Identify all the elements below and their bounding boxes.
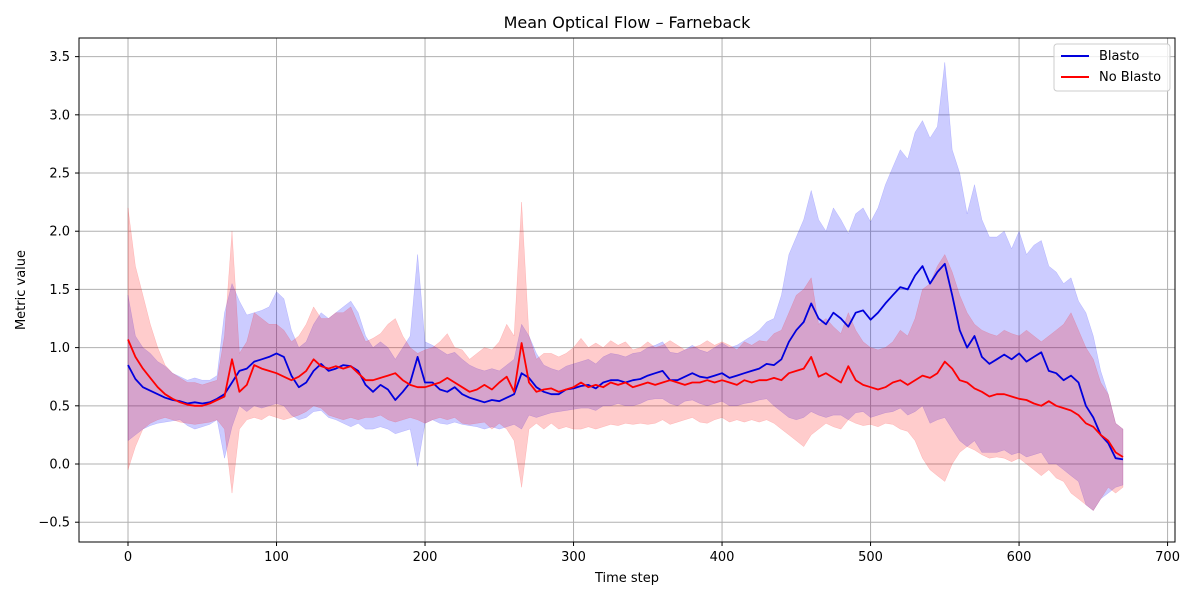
y-tick-label: 0.5 bbox=[49, 399, 70, 414]
x-axis-label: Time step bbox=[594, 571, 659, 586]
y-tick-label: 3.5 bbox=[49, 50, 70, 65]
y-axis-label: Metric value bbox=[14, 250, 29, 330]
x-tick-label: 700 bbox=[1155, 550, 1180, 565]
y-tick-label: −0.5 bbox=[38, 516, 70, 531]
legend-label-blasto: Blasto bbox=[1099, 49, 1139, 64]
x-tick-label: 300 bbox=[561, 550, 586, 565]
x-tick-label: 500 bbox=[858, 550, 883, 565]
grid-lines bbox=[79, 38, 1175, 542]
y-tick-label: 1.0 bbox=[49, 341, 70, 356]
series-lines bbox=[127, 262, 1124, 461]
legend: Blasto No Blasto bbox=[1053, 43, 1171, 92]
y-tick-label: 3.0 bbox=[49, 108, 70, 123]
line-no-blasto bbox=[127, 339, 1124, 458]
y-tick-label: 2.5 bbox=[49, 167, 70, 182]
chart-title: Mean Optical Flow – Farneback bbox=[504, 13, 752, 32]
axis-ticks: 0 100 200 300 400 500 600 700 −0.5 0.0 0.5 1.0 1.5 2.… bbox=[38, 50, 1180, 565]
band-blasto bbox=[127, 62, 1124, 511]
band-no-blasto bbox=[127, 202, 1124, 511]
x-tick-label: 200 bbox=[413, 550, 438, 565]
confidence-bands bbox=[127, 62, 1124, 511]
y-tick-label: 2.0 bbox=[49, 225, 70, 240]
plot-area-frame bbox=[78, 37, 1176, 543]
x-tick-label: 0 bbox=[124, 550, 132, 565]
x-tick-label: 100 bbox=[264, 550, 289, 565]
x-tick-label: 400 bbox=[710, 550, 735, 565]
y-tick-label: 0.0 bbox=[49, 458, 70, 473]
x-tick-label: 600 bbox=[1007, 550, 1032, 565]
legend-label-no-blasto: No Blasto bbox=[1099, 70, 1161, 85]
y-tick-label: 1.5 bbox=[49, 283, 70, 298]
